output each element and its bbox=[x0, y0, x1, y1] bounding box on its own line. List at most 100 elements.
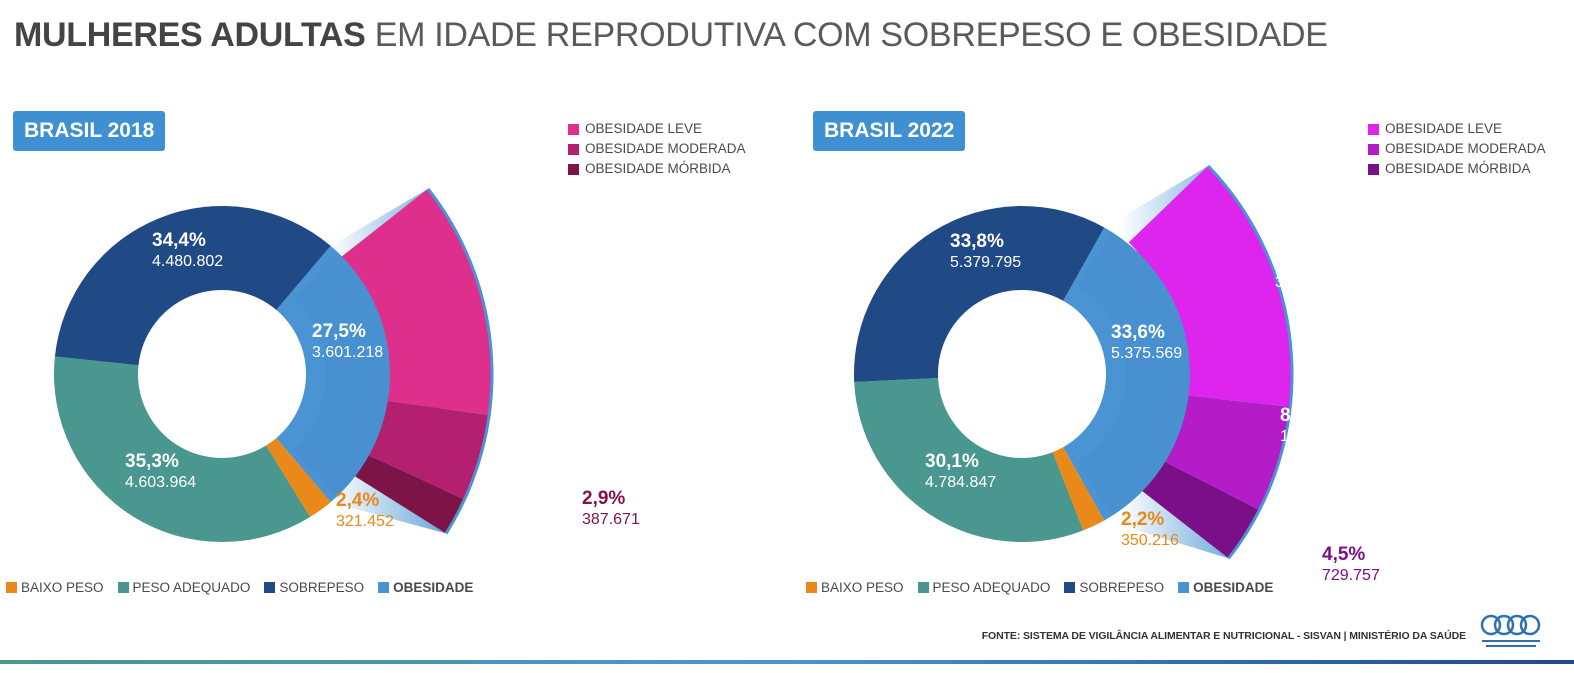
legend-label: SOBREPESO bbox=[279, 580, 365, 595]
legend-label: OBESIDADE MODERADA bbox=[585, 141, 746, 156]
breakdown-label-2-count: 729.757 bbox=[1322, 567, 1380, 584]
ring-label-0-count: 350.216 bbox=[1121, 532, 1179, 549]
legend-swatch bbox=[806, 582, 817, 593]
legend-item: OBESIDADE MODERADA bbox=[568, 139, 746, 159]
ring-label-2-percent: 34,4% bbox=[152, 230, 206, 251]
footer-stripe bbox=[0, 660, 1574, 664]
breakdown-label-0: 18% 2.351.323 bbox=[490, 235, 561, 275]
bottom-legend-item: SOBREPESO bbox=[264, 580, 364, 595]
badge-2022: BRASIL 2022 bbox=[813, 111, 966, 151]
breakdown-wedge-2 bbox=[1141, 460, 1260, 559]
breakdown-wedge-1 bbox=[364, 399, 490, 500]
legend-swatch bbox=[1064, 582, 1076, 593]
ring-label-2: 33,8% 5.379.795 bbox=[950, 231, 1021, 271]
legend-obesity-2022: OBESIDADE LEVE OBESIDADE MODERADA OBESID… bbox=[1368, 119, 1546, 179]
ring-label-0-percent: 2,4% bbox=[336, 490, 379, 511]
ring-label-1-count: 4.784.847 bbox=[925, 474, 996, 491]
ring-label-2-count: 5.379.795 bbox=[950, 254, 1021, 271]
legend-swatch bbox=[6, 582, 17, 593]
logo-ring bbox=[1519, 614, 1541, 636]
bottom-legend-item: BAIXO PESO bbox=[806, 580, 904, 595]
legend-swatch bbox=[917, 582, 929, 593]
legend-swatch bbox=[1178, 582, 1190, 593]
ring-label-0-percent: 2,2% bbox=[1121, 509, 1164, 530]
bottom-legend-item: PESO ADEQUADO bbox=[117, 580, 251, 595]
breakdown-wedge-1 bbox=[1161, 394, 1291, 511]
breakdown-label-1-percent: 8,5% bbox=[1280, 405, 1323, 426]
legend-label: OBESIDADE MODERADA bbox=[1385, 141, 1546, 156]
legend-swatch bbox=[378, 582, 390, 593]
ring-label-1: 35,3% 4.603.964 bbox=[125, 451, 196, 491]
breakdown-label-0-count: 3.288.070 bbox=[1275, 274, 1346, 291]
ring-slice-1 bbox=[54, 356, 311, 542]
legend-item: OBESIDADE MÓRBIDA bbox=[1368, 159, 1546, 179]
bottom-legend-item: SOBREPESO bbox=[1064, 580, 1164, 595]
breakdown-wedge-0 bbox=[341, 188, 492, 416]
badge-2018: BRASIL 2018 bbox=[13, 111, 166, 151]
legend-swatch bbox=[1368, 123, 1379, 135]
legend-swatch bbox=[568, 143, 579, 155]
breakdown-wedge-0 bbox=[1128, 165, 1292, 407]
breakdown-label-1-count: 862.224 bbox=[500, 397, 558, 414]
breakdown-wedge-2 bbox=[352, 453, 465, 534]
ring-label-3-percent: 27,5% bbox=[312, 321, 366, 342]
legend-label: OBESIDADE bbox=[1193, 580, 1274, 595]
sbcbm-logo bbox=[1480, 614, 1541, 647]
ring-slice-baixo-peso bbox=[1067, 482, 1100, 522]
ring-slice-baixo-peso bbox=[287, 468, 325, 509]
breakdown-label-1-percent: 6,6% bbox=[500, 374, 543, 395]
ring-label-3-percent: 33,6% bbox=[1111, 322, 1165, 343]
bottom-legend-item: BAIXO PESO bbox=[6, 580, 104, 595]
ring-label-1-count: 4.603.964 bbox=[125, 474, 196, 491]
legend-label: PESO ADEQUADO bbox=[132, 580, 251, 595]
legend-label: OBESIDADE MÓRBIDA bbox=[1385, 161, 1531, 176]
logo-line bbox=[1486, 645, 1536, 647]
legend-label: BAIXO PESO bbox=[21, 580, 104, 595]
logo-ring bbox=[1493, 614, 1515, 636]
legend-item: OBESIDADE LEVE bbox=[568, 119, 746, 139]
breakdown-label-0-percent: 20,6% bbox=[1275, 251, 1329, 272]
ring-label-3: 27,5% 3.601.218 bbox=[312, 321, 383, 361]
legend-swatch bbox=[568, 163, 579, 175]
source-note: FONTE: SISTEMA DE VIGILÂNCIA ALIMENTAR E… bbox=[981, 630, 1466, 642]
breakdown-label-2-count: 387.671 bbox=[582, 511, 640, 528]
legend-item: OBESIDADE MÓRBIDA bbox=[568, 159, 746, 179]
legend-label: BAIXO PESO bbox=[821, 580, 904, 595]
breakdown-label-0-count: 2.351.323 bbox=[490, 258, 561, 275]
breakdown-label-2-percent: 4,5% bbox=[1322, 544, 1365, 565]
bottom-legend-2022: BAIXO PESO PESO ADEQUADO SOBREPESO OBESI… bbox=[806, 580, 1273, 595]
legend-label: PESO ADEQUADO bbox=[932, 580, 1051, 595]
breakdown-label-1: 8,5% 1.357.742 bbox=[1280, 405, 1351, 445]
ring-slice-2 bbox=[854, 205, 1105, 382]
ring-slice-1 bbox=[854, 377, 1084, 542]
page-title-rest: EM IDADE REPRODUTIVA COM SOBREPESO E OBE… bbox=[365, 16, 1328, 54]
ring-label-3-count: 3.601.218 bbox=[312, 344, 383, 361]
bottom-legend-item: OBESIDADE bbox=[378, 580, 473, 595]
logo-ring bbox=[1480, 614, 1502, 636]
obesity-shade bbox=[1077, 232, 1190, 516]
legend-obesity-2018: OBESIDADE LEVE OBESIDADE MODERADA OBESID… bbox=[568, 119, 746, 179]
ring-label-3: 33,6% 5.375.569 bbox=[1111, 322, 1182, 362]
legend-swatch bbox=[1368, 163, 1379, 175]
legend-item: OBESIDADE LEVE bbox=[1368, 119, 1546, 139]
legend-label: OBESIDADE bbox=[393, 580, 474, 595]
bottom-legend-item: PESO ADEQUADO bbox=[917, 580, 1051, 595]
chart-2022: 2,2% 350.216 30,1% 4.784.847 33,8%5.379.795 3… bbox=[854, 164, 1380, 584]
ring-label-2: 34,4% 4.480.802 bbox=[152, 230, 223, 270]
breakdown-label-0-percent: 18% bbox=[490, 235, 528, 256]
ring-label-0-count: 321.452 bbox=[336, 513, 394, 530]
logo-ring bbox=[1506, 614, 1528, 636]
legend-label: OBESIDADE LEVE bbox=[1385, 121, 1503, 136]
legend-label: OBESIDADE MÓRBIDA bbox=[585, 161, 731, 176]
ring-label-2-count: 4.480.802 bbox=[152, 253, 223, 270]
ring-slice-2 bbox=[54, 205, 331, 366]
legend-item: OBESIDADE MODERADA bbox=[1368, 139, 1546, 159]
logo-line bbox=[1482, 640, 1540, 642]
legend-label: SOBREPESO bbox=[1079, 580, 1165, 595]
ring-label-3-count: 5.375.569 bbox=[1111, 345, 1182, 362]
bottom-legend-2018: BAIXO PESO PESO ADEQUADO SOBREPESO OBESI… bbox=[6, 580, 473, 595]
ring-label-1-percent: 30,1% bbox=[925, 451, 979, 472]
obesity-shade bbox=[293, 251, 390, 497]
legend-swatch bbox=[117, 582, 129, 593]
